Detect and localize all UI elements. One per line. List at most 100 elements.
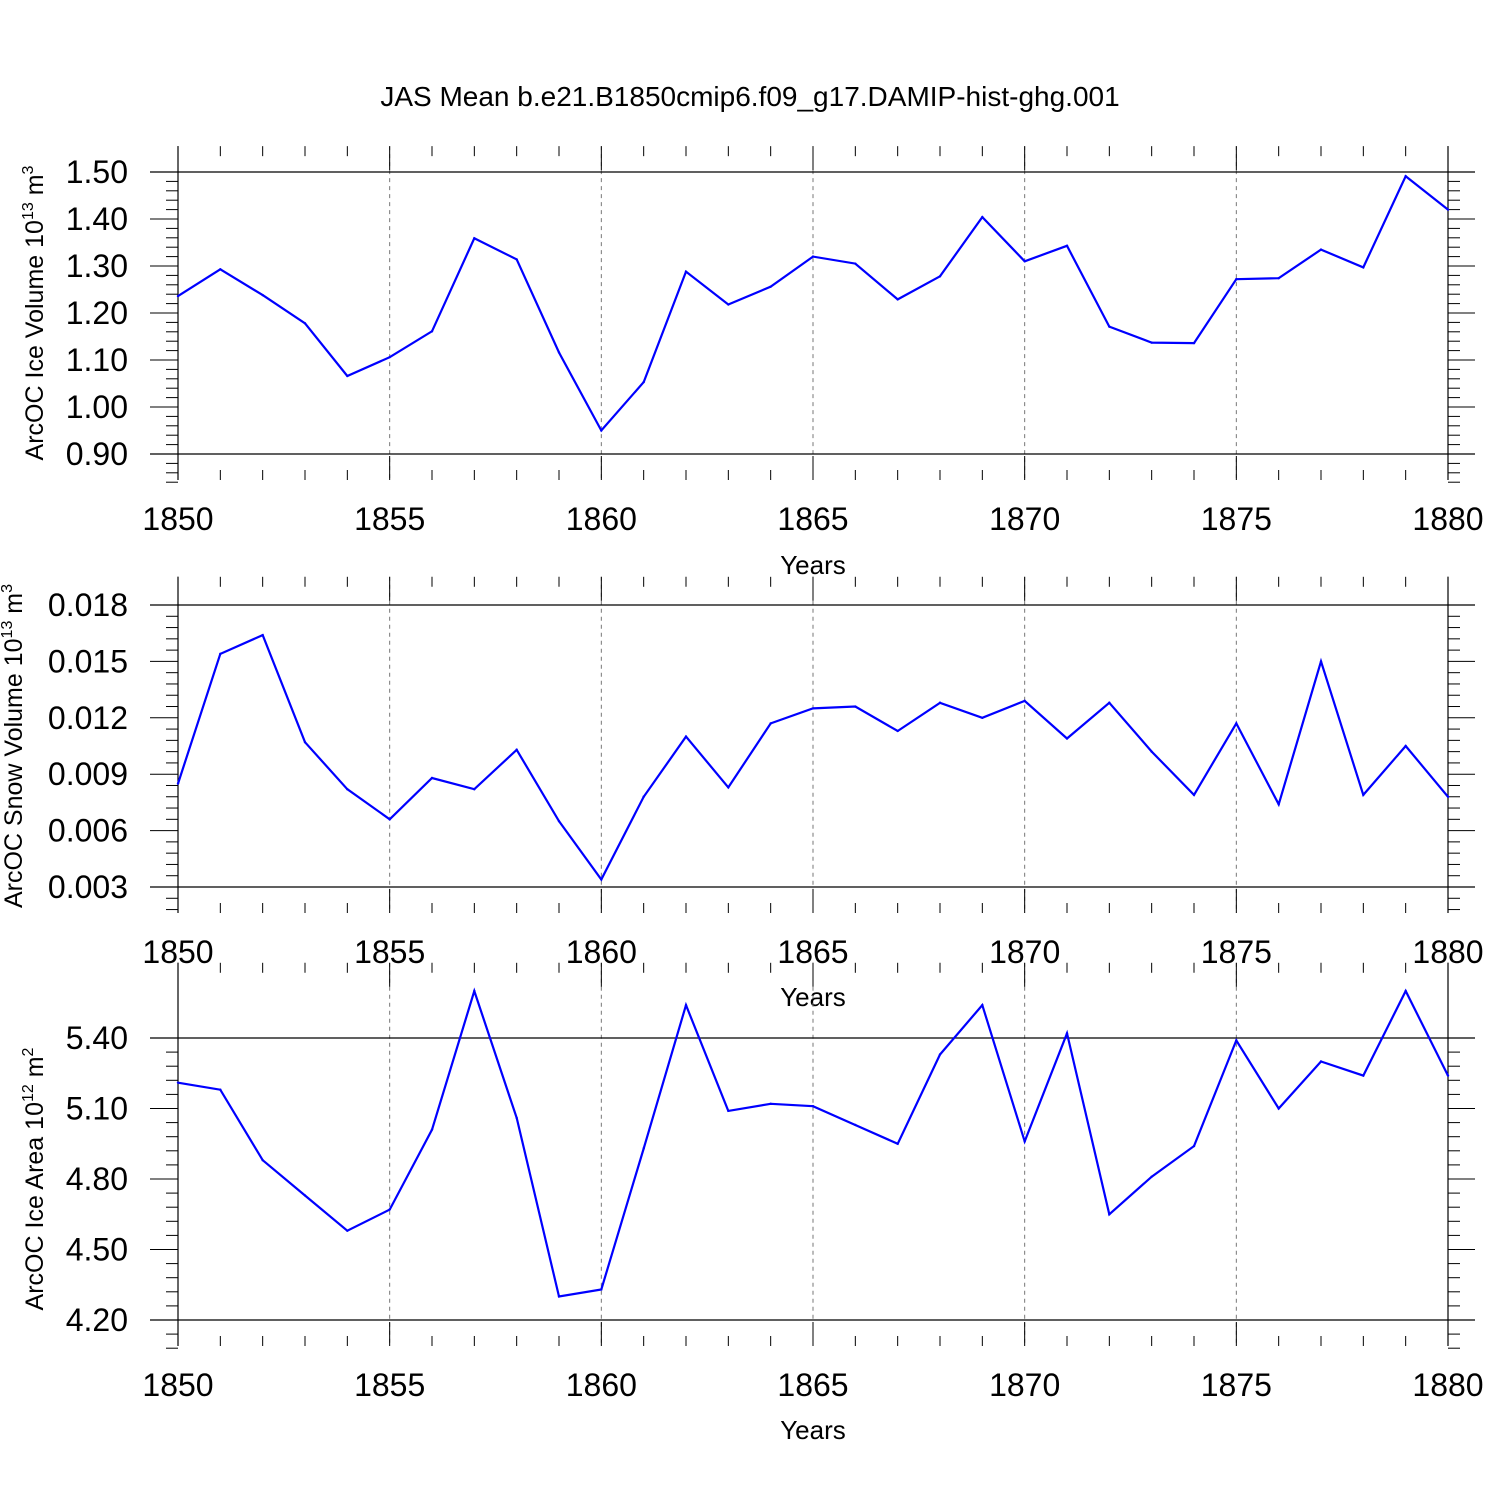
data-point [346, 788, 349, 791]
y-tick-label: 4.80 [66, 1161, 128, 1197]
data-point [1277, 803, 1280, 806]
data-point [1065, 737, 1069, 740]
data-point [769, 285, 772, 288]
data-point [1446, 208, 1450, 211]
data-point [854, 262, 857, 265]
data-point [938, 1053, 942, 1056]
chart-title: JAS Mean b.e21.B1850cmip6.f09_g17.DAMIP-… [380, 81, 1119, 112]
x-tick-label: 1855 [354, 1367, 425, 1403]
data-point [473, 989, 476, 993]
data-point [219, 1088, 222, 1091]
data-point [896, 1142, 899, 1145]
y-tick-label: 0.018 [48, 587, 128, 623]
data-point [896, 729, 899, 733]
data-point [388, 1208, 391, 1211]
panel-ice-area: ArcOC Ice Area 1012 m2 Years 1850 1855 186… [20, 962, 1484, 1445]
data-point [1362, 1074, 1365, 1077]
data-point [1023, 260, 1026, 263]
data-point [1108, 325, 1111, 328]
data-point [515, 1116, 518, 1120]
data-point [642, 380, 645, 384]
x-tick-label: 1860 [566, 1367, 637, 1403]
data-point [1362, 793, 1365, 797]
x-tick-label: 1850 [142, 1367, 213, 1403]
data-point [1404, 744, 1407, 748]
y-tick-label: 1.00 [66, 389, 128, 425]
x-tick-label: 1865 [777, 1367, 848, 1403]
data-point [684, 1003, 688, 1007]
data-point [769, 722, 772, 725]
x-tick-label: 1850 [142, 501, 213, 537]
data-point [1108, 1213, 1111, 1216]
data-point [303, 741, 307, 744]
panel-ice-volume: ArcOC Ice Volume 1013 m3 Years 1850 1855 1… [20, 146, 1484, 580]
data-point [1362, 266, 1365, 269]
data-point [219, 652, 222, 656]
data-point [1446, 1074, 1450, 1077]
data-point [854, 705, 857, 708]
data-point [811, 255, 815, 258]
data-point [303, 322, 307, 325]
y-tick-label: 1.30 [66, 248, 128, 284]
data-point [811, 1104, 815, 1108]
x-tick-label: 1855 [354, 501, 425, 537]
data-point [1277, 277, 1280, 280]
data-point [388, 818, 391, 821]
data-point [1277, 1107, 1280, 1110]
y-tick-label: 1.40 [66, 201, 128, 237]
data-point [1065, 1032, 1069, 1035]
x-tick-label: 1880 [1412, 1367, 1483, 1403]
data-point [600, 429, 603, 432]
y-tick-label: 0.012 [48, 700, 128, 736]
x-tick-label: 1870 [989, 501, 1060, 537]
data-point [642, 795, 645, 798]
data-point [473, 788, 476, 791]
y-tick-label: 1.20 [66, 295, 128, 331]
data-point [938, 701, 942, 704]
data-point [261, 293, 264, 297]
data-point [261, 633, 264, 637]
data-point [303, 1194, 307, 1197]
y-tick-label: 4.50 [66, 1232, 128, 1268]
x-tick-label: 1870 [989, 1367, 1060, 1403]
y-tick-label: 1.50 [66, 154, 128, 190]
data-point [642, 1147, 645, 1150]
y-tick-label: 0.003 [48, 869, 128, 905]
data-point [557, 1295, 561, 1298]
data-point [557, 351, 561, 354]
data-point [346, 1229, 349, 1232]
data-point [176, 1081, 180, 1084]
data-point [1065, 244, 1069, 247]
panel-snow-volume: ArcOC Snow Volume 1013 m3 Years 1850 1855… [0, 576, 1484, 1012]
data-point [430, 776, 434, 780]
x-axis-label-ice-volume: Years [780, 550, 846, 580]
data-point [430, 330, 434, 333]
data-point [430, 1128, 434, 1131]
y-axis-label-ice-volume: ArcOC Ice Volume 1013 m3 [20, 165, 49, 460]
data-point [1108, 701, 1111, 704]
data-point [981, 215, 984, 219]
y-axis-label-snow-volume: ArcOC Snow Volume 1013 m3 [0, 584, 28, 908]
data-point [388, 355, 391, 359]
data-point [727, 303, 730, 306]
x-tick-label: 1875 [1201, 1367, 1272, 1403]
data-point [854, 1123, 857, 1127]
data-point [1150, 341, 1153, 344]
data-point [1192, 1144, 1196, 1148]
data-point [176, 782, 180, 785]
data-point [346, 374, 349, 378]
data-point [473, 237, 476, 240]
data-point [261, 1159, 264, 1162]
data-point [727, 1109, 730, 1113]
data-point [1235, 1039, 1238, 1042]
data-point [1404, 175, 1407, 178]
data-point [515, 748, 518, 751]
y-tick-label: 0.90 [66, 436, 128, 472]
data-point [1404, 989, 1407, 993]
x-tick-label: 1865 [777, 501, 848, 537]
data-point [727, 786, 730, 789]
data-point [1150, 750, 1153, 753]
data-point [1235, 277, 1238, 281]
data-point [981, 1003, 984, 1007]
